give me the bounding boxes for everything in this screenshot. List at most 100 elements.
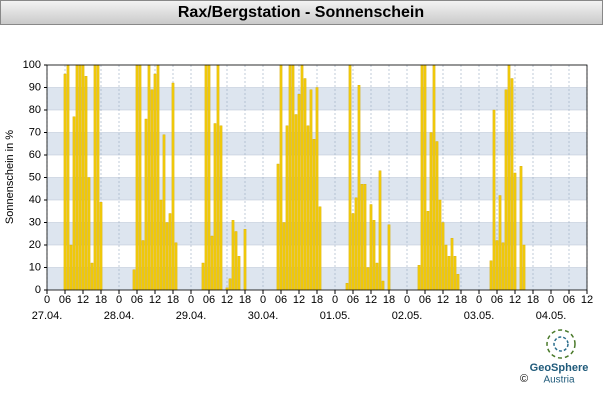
x-tick-label: 0	[260, 294, 266, 306]
logo-sub: Austria	[543, 375, 575, 386]
y-tick-label: 40	[29, 194, 41, 206]
x-tick-label: 18	[311, 294, 323, 306]
y-tick-label: 50	[29, 171, 41, 183]
x-tick-label: 0	[404, 294, 410, 306]
bar	[444, 244, 448, 291]
date-label: 01.05.	[320, 310, 351, 322]
logo-name: GeoSphere	[530, 362, 589, 374]
bar	[147, 64, 151, 291]
y-tick-label: 70	[29, 126, 41, 138]
bar	[456, 274, 460, 291]
x-tick-label: 06	[563, 294, 575, 306]
x-tick-label: 0	[188, 294, 194, 306]
bar	[288, 64, 292, 291]
bar	[489, 260, 493, 291]
x-tick-label: 18	[95, 294, 107, 306]
bar	[165, 222, 169, 291]
y-tick-label: 90	[29, 81, 41, 93]
y-tick-label: 60	[29, 149, 41, 161]
bar	[507, 64, 511, 291]
bar	[315, 87, 319, 291]
y-tick-label: 80	[29, 104, 41, 116]
bar	[90, 262, 94, 291]
bar	[438, 199, 442, 291]
x-tick-label: 06	[59, 294, 71, 306]
date-label: 29.04.	[176, 310, 207, 322]
x-tick-label: 18	[239, 294, 251, 306]
bar	[297, 94, 301, 291]
bar	[144, 118, 148, 291]
bar	[375, 262, 379, 291]
title-bar	[0, 0, 603, 25]
plot: 0 10 20 30 40 50 60 70 80 90 100 0 06 12 18 0 06 12 18 0 06 1…	[23, 59, 593, 322]
bar	[309, 89, 313, 291]
x-tick-label: 06	[347, 294, 359, 306]
x-tick-label: 0	[476, 294, 482, 306]
logo-mark	[553, 336, 569, 352]
bar	[282, 222, 286, 291]
copyright: ©	[520, 373, 528, 385]
bar	[357, 85, 361, 291]
chart-title: Rax/Bergstation - Sonnenschein	[178, 4, 424, 21]
x-tick-label: 18	[527, 294, 539, 306]
bar	[387, 224, 391, 291]
bar	[132, 269, 136, 291]
bar	[213, 123, 217, 291]
bar	[294, 114, 298, 291]
y-axis-label: Sonnenschein in %	[4, 130, 16, 224]
x-tick-label: 12	[509, 294, 521, 306]
bar	[423, 64, 427, 291]
bar	[300, 64, 304, 291]
bar	[153, 73, 157, 291]
bar	[354, 197, 358, 291]
x-tick-label: 12	[293, 294, 305, 306]
y-tick-label: 0	[35, 284, 41, 296]
x-tick-label: 12	[149, 294, 161, 306]
bar	[84, 76, 88, 291]
x-tick-label: 0	[44, 294, 50, 306]
bar	[138, 64, 142, 291]
bar	[243, 229, 247, 291]
bar	[228, 278, 232, 291]
bar	[168, 213, 172, 291]
bar	[204, 64, 208, 291]
bar	[207, 64, 211, 291]
x-tick-label: 0	[332, 294, 338, 306]
bar	[366, 267, 370, 291]
bar	[426, 211, 430, 291]
y-tick-label: 10	[29, 261, 41, 273]
x-tick-label: 06	[203, 294, 215, 306]
bar	[162, 134, 166, 291]
bar	[501, 242, 505, 291]
x-tick-label: 18	[383, 294, 395, 306]
bar	[348, 64, 352, 291]
bar	[201, 262, 205, 291]
y-tick-label: 20	[29, 239, 41, 251]
bar	[441, 222, 445, 291]
logo-mark	[546, 329, 576, 359]
bar	[447, 256, 451, 291]
x-tick-label: 06	[275, 294, 287, 306]
x-tick-label: 06	[491, 294, 503, 306]
bar	[279, 64, 283, 291]
y-tick-label: 100	[23, 59, 41, 71]
x-tick-label: 12	[77, 294, 89, 306]
bar	[219, 125, 223, 291]
plot-frame	[46, 64, 588, 291]
bar	[360, 184, 364, 291]
bar	[450, 238, 454, 291]
bar	[432, 64, 436, 291]
bar	[171, 82, 175, 291]
date-label: 28.04.	[104, 310, 135, 322]
bar	[291, 64, 295, 291]
bar	[345, 283, 349, 291]
bar	[351, 213, 355, 291]
bar	[312, 139, 316, 291]
x-tick-label: 12	[221, 294, 233, 306]
x-tick-label: 12	[581, 294, 593, 306]
x-tick-label: 12	[365, 294, 377, 306]
bar	[318, 206, 322, 291]
bar	[435, 141, 439, 291]
x-tick-label: 0	[548, 294, 554, 306]
